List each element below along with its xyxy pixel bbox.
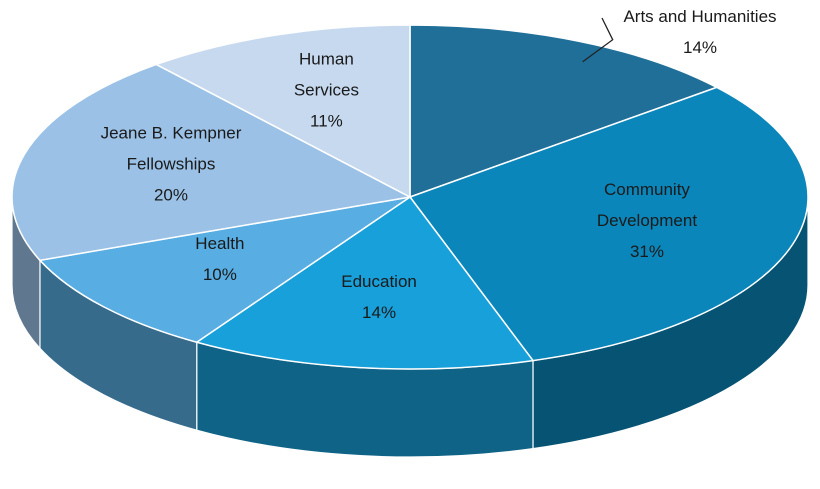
slice — [11, 63, 413, 262]
slice-label: Community Development — [597, 180, 697, 230]
leader-line — [582, 17, 614, 63]
slice — [194, 195, 535, 370]
label-line: Services — [294, 81, 359, 100]
value-label: 11% — [310, 112, 343, 131]
value-label: 31% — [630, 242, 664, 261]
value-label: 14% — [362, 303, 396, 322]
slice-label: Arts and Humanities — [623, 7, 776, 26]
slice — [154, 24, 411, 199]
value-label: 20% — [154, 185, 188, 204]
slice-label: Human Services — [294, 50, 359, 100]
label-line: Human — [299, 50, 354, 69]
slice — [409, 24, 719, 199]
label-line: Education — [341, 272, 417, 291]
label-line: Health — [195, 234, 244, 253]
label-line: Arts and Humanities — [623, 7, 776, 26]
slice-label: Jeane B. Kempner Fellowships — [101, 123, 242, 173]
label-line: Jeane B. Kempner — [101, 123, 242, 142]
slice — [38, 196, 411, 344]
slice-label: Education — [341, 272, 417, 291]
value-label: 14% — [683, 38, 717, 57]
slice — [408, 86, 809, 362]
label-line: Community — [604, 180, 690, 199]
label-line: Development — [597, 211, 697, 230]
slice-label: Health — [195, 234, 244, 253]
label-line: Fellowships — [127, 154, 216, 173]
value-label: 10% — [203, 265, 237, 284]
